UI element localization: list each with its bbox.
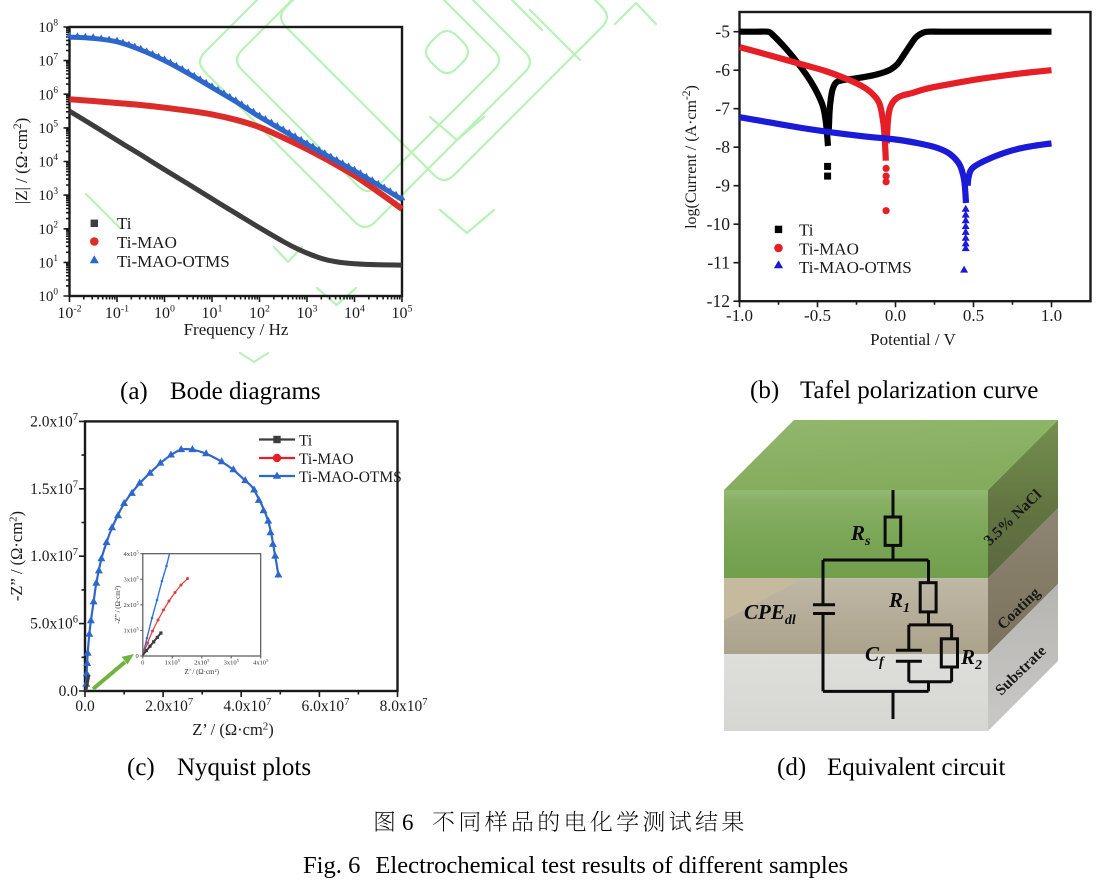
svg-text:-9: -9 [715,176,730,196]
svg-text:8.0x107: 8.0x107 [380,697,428,715]
svg-text:1x105: 1x105 [165,658,181,667]
svg-text:Ti-MAO: Ti-MAO [799,240,859,259]
svg-text:Z’ / (Ω·cm2): Z’ / (Ω·cm2) [192,720,274,739]
svg-text:2.0x107: 2.0x107 [30,412,78,430]
svg-text:1.0x107: 1.0x107 [30,547,78,565]
svg-text:Potential / V: Potential / V [870,330,956,349]
svg-text:Ti: Ti [299,433,313,450]
svg-text:Ti-MAO-OTMS: Ti-MAO-OTMS [799,258,912,277]
svg-text:103: 103 [297,303,318,322]
svg-text:100: 100 [154,303,175,322]
svg-text:Z’ / (Ω·cm²): Z’ / (Ω·cm²) [185,668,220,676]
svg-text:-1.0: -1.0 [726,306,753,325]
svg-text:5.0x106: 5.0x106 [30,614,78,632]
svg-text:101: 101 [202,303,223,322]
svg-text:Ti: Ti [799,221,814,240]
svg-text:2x105: 2x105 [194,658,210,667]
svg-text:-5: -5 [715,22,730,42]
svg-text:1x105: 1x105 [124,626,140,635]
svg-text:6: 6 [402,810,414,835]
svg-text:Ti-MAO-OTMS: Ti-MAO-OTMS [117,252,230,271]
svg-text:-10: -10 [707,214,731,234]
svg-text:0: 0 [141,660,144,667]
svg-text:0: 0 [136,653,139,660]
svg-text:105: 105 [392,303,413,322]
svg-text:0.0: 0.0 [885,306,906,325]
svg-text:102: 102 [249,303,270,322]
svg-text:(c)Nyquist plots: (c) Nyquist plots [127,754,311,781]
svg-text:-6: -6 [715,60,730,80]
svg-text:log(Current / (A·cm-2): log(Current / (A·cm-2) [681,85,700,229]
svg-text:0.0: 0.0 [75,698,95,715]
svg-text:3x105: 3x105 [124,575,140,584]
svg-text:104: 104 [344,303,365,322]
svg-text:|Z| / (Ω·cm2): |Z| / (Ω·cm2) [12,118,31,205]
svg-text:6.0x107: 6.0x107 [301,697,349,715]
svg-text:Ti-MAO: Ti-MAO [117,233,177,252]
svg-text:4.0x107: 4.0x107 [223,697,271,715]
svg-text:Ti-MAO-OTMS: Ti-MAO-OTMS [299,469,402,486]
svg-text:1.5x107: 1.5x107 [30,480,78,498]
svg-text:4x105: 4x105 [253,658,269,667]
svg-text:2x105: 2x105 [124,601,140,610]
svg-text:-11: -11 [707,253,730,273]
svg-text:-12: -12 [707,291,730,311]
svg-text:-7: -7 [715,99,730,119]
svg-text:-0.5: -0.5 [804,306,831,325]
svg-text:0.5: 0.5 [963,306,984,325]
svg-text:2.0x107: 2.0x107 [145,697,193,715]
svg-text:Ti: Ti [117,214,132,233]
svg-text:4x105: 4x105 [124,549,140,558]
svg-text:3x105: 3x105 [224,658,240,667]
svg-text:Ti-MAO: Ti-MAO [299,451,354,468]
svg-text:Frequency / Hz: Frequency / Hz [184,320,289,339]
svg-text:-Z” / (Ω·cm²): -Z” / (Ω·cm²) [114,585,122,624]
svg-text:-8: -8 [715,137,730,157]
svg-text:-Z” / (Ω·cm2): -Z” / (Ω·cm2) [7,511,26,601]
svg-text:0.0: 0.0 [59,683,79,700]
svg-text:1.0: 1.0 [1041,306,1062,325]
